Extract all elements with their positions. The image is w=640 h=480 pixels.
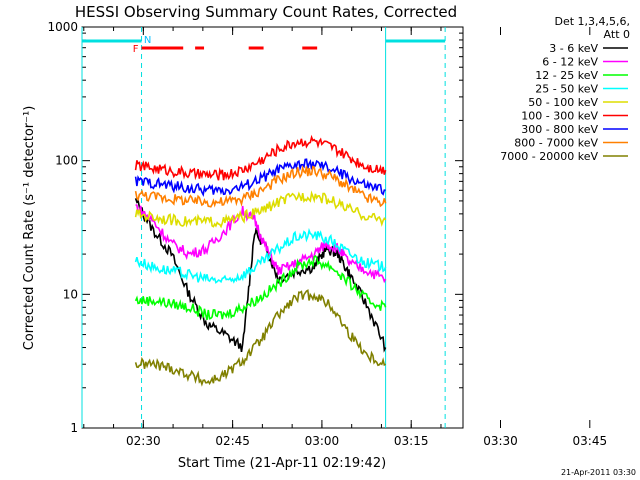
x-tick-label: 03:45 (573, 434, 608, 448)
plot-frame (81, 26, 464, 429)
chart-title: HESSI Observing Summary Count Rates, Cor… (75, 3, 457, 21)
plot-area: 1 10 100 1000 02:30 02:45 03:00 03:15 03:30 03:45… (47, 20, 607, 448)
flare-flag: F (133, 44, 139, 55)
legend-label: 800 - 7000 keV (514, 137, 598, 150)
legend-label: 100 - 300 keV (521, 110, 598, 123)
night-flag: N (144, 35, 151, 46)
series-line (134, 158, 386, 197)
x-axis-label: Start Time (21-Apr-11 02:19:42) (178, 456, 386, 471)
x-tick-label: 03:00 (305, 434, 340, 448)
series-line (134, 254, 387, 321)
legend-label: 50 - 100 keV (528, 96, 598, 109)
series-line (134, 164, 387, 208)
y-axis-label: Corrected Count Rate (s⁻¹ detector⁻¹) (22, 106, 37, 351)
series-line (134, 134, 387, 181)
series-line (135, 203, 387, 284)
legend-label: 25 - 50 keV (535, 83, 598, 96)
x-tick-label: 02:45 (215, 434, 250, 448)
y-tick-label: 10 (63, 287, 78, 301)
legend-label: 12 - 25 keV (535, 69, 598, 82)
y-tick-label: 1 (70, 421, 78, 435)
y-tick-label: 1000 (47, 20, 78, 34)
series-line (134, 190, 387, 229)
date-stamp: 21-Apr-2011 03:30 (561, 468, 636, 477)
y-tick-label: 100 (55, 154, 78, 168)
legend-label: 300 - 800 keV (521, 123, 598, 136)
x-tick-label: 03:15 (394, 434, 429, 448)
legend-label: 7000 - 20000 keV (500, 150, 598, 163)
series-line (134, 227, 387, 284)
legend-header-line-1: Det 1,3,4,5,6, (554, 15, 630, 28)
series-line (134, 289, 386, 387)
legend-label: 6 - 12 keV (542, 56, 598, 69)
legend-header-line-2: Att 0 (604, 28, 630, 41)
x-tick-label: 03:30 (483, 434, 518, 448)
x-tick-label: 02:30 (126, 434, 161, 448)
legend-label: 3 - 6 keV (549, 42, 598, 55)
